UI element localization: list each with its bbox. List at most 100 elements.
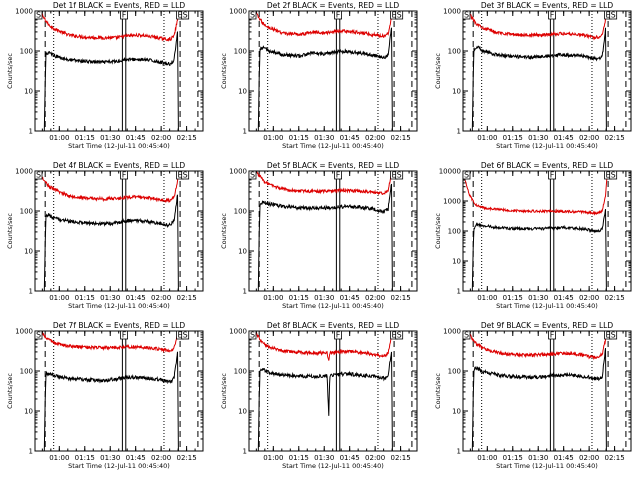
y-tick-label: 100 [20,48,33,56]
y-tick-label: 1000 [229,168,247,176]
lld-series-line [253,11,393,39]
marker-box [395,330,404,340]
x-tick-label: 01:30 [100,294,120,302]
x-tick-label: 02:15 [176,454,196,462]
detector-panel-4: Det 4f BLACK = Events, RED = LLD 01:00 01:… [6,161,204,310]
marker-box [120,330,128,340]
marker-box [609,10,618,20]
y-tick-label: 100 [234,208,247,216]
y-axis-label: Counts/sec [220,213,228,249]
events-series-line [35,351,179,451]
events-series-line [463,348,607,451]
marker-label: S [464,331,469,340]
x-tick-label: 02:00 [579,294,599,302]
marker-box [548,170,556,180]
marker-label: E [606,331,611,340]
x-tick-label: 01:45 [126,294,146,302]
events-series-line [35,31,179,131]
y-tick-label: 1 [243,448,247,456]
events-series-line [249,183,393,291]
lld-series-line [254,171,393,196]
x-tick-label: 01:30 [314,134,334,142]
x-tick-label: 01:00 [49,454,69,462]
detector-panel-5: Det 5f BLACK = Events, RED = LLD 01:00 01:… [220,161,418,310]
panel-title: Det 8f BLACK = Events, RED = LLD [267,321,400,330]
marker-label: F [336,331,341,340]
x-tick-label: 01:45 [554,294,574,302]
detector-panel-6: Det 6f BLACK = Events, RED = LLD 01:00 01:… [434,161,632,310]
marker-label: E [178,331,183,340]
marker-label: F [550,331,555,340]
x-tick-label: 02:00 [151,454,171,462]
y-tick-label: 1 [457,288,461,296]
marker-box [334,10,342,20]
x-tick-label: 01:15 [289,134,309,142]
x-tick-label: 01:45 [340,454,360,462]
marker-label: S [36,331,41,340]
marker-label: S [611,171,616,180]
y-tick-label: 1 [243,288,247,296]
marker-box [181,170,190,180]
x-axis-label: Start Time (12-Jul-11 00:45:40) [68,302,170,310]
detector-panel-8: Det 8f BLACK = Events, RED = LLD 01:00 01:… [220,321,418,470]
x-tick-label: 01:15 [503,134,523,142]
y-tick-label: 1000 [229,328,247,336]
marker-label: S [250,171,255,180]
y-tick-label: 1 [29,448,33,456]
marker-label: S [183,11,188,20]
panel-title: Det 5f BLACK = Events, RED = LLD [267,161,400,170]
events-series-line [463,27,607,131]
y-tick-label: 100 [234,368,247,376]
y-tick-label: 100 [20,208,33,216]
marker-box [34,10,43,20]
lld-series-line [38,171,180,204]
panel-title: Det 4f BLACK = Events, RED = LLD [53,161,186,170]
marker-label: S [36,171,41,180]
detector-panel-3: Det 3f BLACK = Events, RED = LLD 01:00 01:… [434,1,632,150]
detector-panel-2: Det 2f BLACK = Events, RED = LLD 01:00 01:… [220,1,418,150]
marker-label: F [336,11,341,20]
marker-label: S [183,331,188,340]
marker-label: S [464,171,469,180]
x-tick-label: 01:15 [289,454,309,462]
lld-series-line [466,11,608,41]
x-tick-label: 01:15 [75,134,95,142]
marker-label: E [392,331,397,340]
x-axis-label: Start Time (12-Jul-11 00:45:40) [282,302,384,310]
marker-label: S [464,11,469,20]
x-tick-label: 02:15 [176,134,196,142]
x-axis-label: Start Time (12-Jul-11 00:45:40) [496,302,598,310]
x-tick-label: 02:00 [579,134,599,142]
detector-panel-7: Det 7f BLACK = Events, RED = LLD 01:00 01:… [6,321,204,470]
marker-box [181,10,190,20]
marker-box [181,330,190,340]
x-tick-label: 01:00 [477,454,497,462]
marker-box [120,170,128,180]
lld-series-line [463,171,608,216]
x-tick-label: 01:00 [263,294,283,302]
x-tick-label: 02:15 [604,294,624,302]
x-tick-label: 01:15 [289,294,309,302]
x-tick-label: 01:45 [126,454,146,462]
marker-box [120,10,128,20]
y-tick-label: 10 [238,408,247,416]
y-axis-label: Counts/sec [434,53,442,89]
y-tick-label: 100 [448,368,461,376]
marker-label: S [183,171,188,180]
x-tick-label: 02:15 [390,134,410,142]
x-tick-label: 02:15 [604,134,624,142]
marker-label: S [397,171,402,180]
x-tick-label: 01:30 [100,454,120,462]
y-tick-label: 1 [243,128,247,136]
x-tick-label: 01:30 [100,134,120,142]
events-series-line [463,209,607,291]
y-tick-label: 1000 [229,8,247,16]
x-tick-label: 01:15 [503,454,523,462]
panel-title: Det 6f BLACK = Events, RED = LLD [481,161,614,170]
y-tick-label: 100 [234,48,247,56]
x-tick-label: 02:15 [390,294,410,302]
marker-label: E [606,171,611,180]
x-tick-label: 01:30 [528,294,548,302]
marker-label: F [336,171,341,180]
y-tick-label: 10 [238,88,247,96]
